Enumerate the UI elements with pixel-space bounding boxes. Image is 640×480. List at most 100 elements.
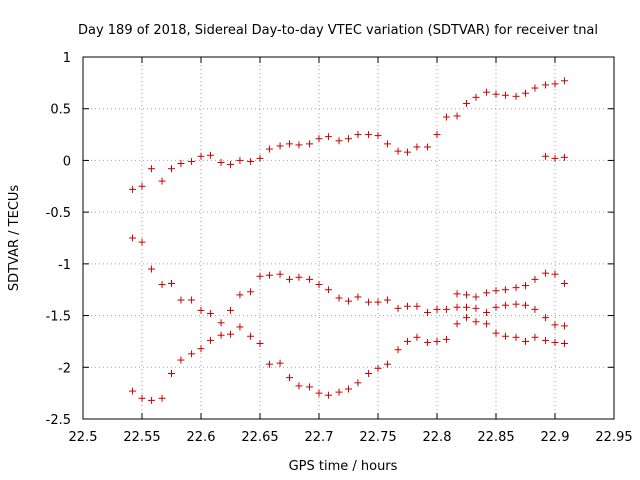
x-tick-label: 22.5 [69, 430, 98, 445]
data-point [501, 301, 509, 309]
data-point [483, 289, 491, 297]
data-point [256, 154, 264, 162]
data-point [177, 356, 185, 364]
data-point [453, 303, 461, 311]
data-point [394, 147, 402, 155]
y-tick-label: 1 [63, 51, 71, 66]
data-point [147, 265, 155, 273]
data-point [147, 165, 155, 173]
data-point [404, 337, 411, 345]
data-point [197, 306, 205, 314]
data-point [394, 304, 402, 312]
data-point [551, 338, 559, 346]
data-point [168, 280, 175, 288]
data-point [295, 141, 303, 149]
y-tick-label: -2 [58, 361, 71, 376]
x-tick-label: 22.75 [359, 430, 396, 445]
data-point [286, 275, 293, 283]
data-point [335, 294, 343, 302]
data-point [433, 337, 441, 345]
data-point [306, 275, 314, 283]
data-point [433, 305, 441, 313]
y-tick-label: 0 [63, 154, 71, 169]
data-point [404, 148, 411, 156]
data-point [542, 336, 550, 344]
data-point [472, 304, 480, 312]
data-point [247, 288, 255, 296]
data-point [383, 360, 391, 368]
data-point [227, 330, 234, 338]
data-point [560, 322, 568, 330]
data-point [531, 333, 539, 341]
data-point [383, 296, 391, 304]
data-point [324, 286, 332, 294]
data-point [206, 151, 214, 159]
data-point [531, 84, 539, 92]
y-tick-label: -0.5 [46, 206, 71, 221]
data-point [354, 379, 362, 387]
data-point [265, 145, 273, 153]
data-point [404, 302, 411, 310]
y-axis: 1 0.5 0 -0.5 -1 -1.5 -2 -2.5 [46, 51, 614, 428]
data-point [315, 281, 323, 289]
data-points [129, 77, 568, 404]
data-point [472, 293, 480, 301]
data-point [295, 382, 303, 390]
data-point [551, 154, 559, 162]
data-point [345, 385, 352, 393]
data-point [168, 165, 175, 173]
data-point [522, 282, 529, 290]
data-point [453, 290, 461, 298]
data-point [492, 329, 500, 337]
data-point [306, 383, 314, 391]
data-point [501, 286, 509, 294]
data-point [463, 100, 470, 108]
x-tick-label: 22.9 [541, 430, 570, 445]
y-tick-label: -1.5 [46, 310, 71, 325]
x-axis: 22.5 22.55 22.6 22.65 22.7 22.75 22.8 22.85 22.9… [69, 57, 633, 445]
data-point [394, 346, 402, 354]
data-point [324, 391, 332, 399]
data-point [324, 133, 332, 141]
data-point [483, 308, 491, 316]
data-point [256, 272, 264, 280]
data-point [551, 270, 559, 278]
data-point [345, 297, 352, 305]
data-point [424, 308, 432, 316]
data-point [383, 140, 391, 148]
data-point [188, 296, 196, 304]
x-tick-label: 22.95 [595, 430, 632, 445]
data-point [522, 89, 529, 97]
data-point [295, 273, 303, 281]
data-point [501, 91, 509, 99]
data-point [512, 92, 520, 100]
data-point [197, 152, 205, 160]
data-point [236, 291, 244, 299]
data-point [483, 320, 491, 328]
data-point [315, 135, 323, 143]
data-point [365, 131, 373, 139]
data-point [483, 88, 491, 96]
y-tick-label: -2.5 [46, 413, 71, 428]
data-point [442, 305, 450, 313]
data-point [138, 394, 146, 402]
data-point [354, 293, 362, 301]
data-point [531, 275, 539, 283]
data-point [424, 143, 432, 151]
data-point [463, 303, 470, 311]
data-point [453, 320, 461, 328]
x-tick-label: 22.55 [123, 430, 160, 445]
data-point [492, 303, 500, 311]
data-point [227, 306, 234, 314]
data-point [501, 332, 509, 340]
data-point [147, 396, 155, 404]
x-axis-label: GPS time / hours [289, 459, 398, 474]
data-point [560, 339, 568, 347]
data-point [551, 80, 559, 88]
data-point [560, 153, 568, 161]
data-point [158, 394, 166, 402]
data-point [168, 369, 175, 377]
data-point [256, 339, 264, 347]
x-tick-label: 22.65 [241, 430, 278, 445]
